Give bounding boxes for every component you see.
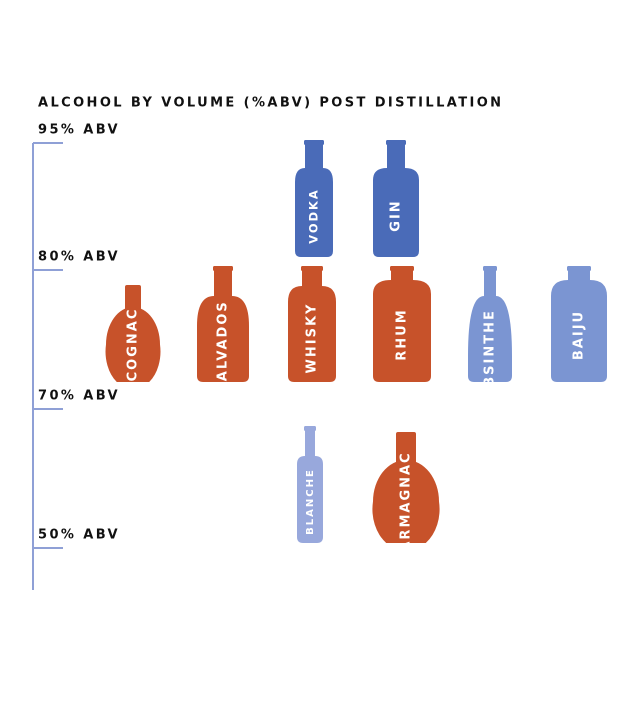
bottle-body — [373, 140, 419, 257]
bottle-cap — [304, 426, 316, 431]
bottle-label: ARMAGNAC — [399, 451, 414, 551]
title: ALCOHOL BY VOLUME (%ABV) POST DISTILLATI… — [38, 96, 503, 111]
bottle-body — [551, 266, 607, 382]
bottle-label: BLANCHE — [305, 468, 316, 535]
tier-label: 50% ABV — [38, 528, 120, 543]
bottle-cap — [301, 266, 323, 271]
bottle: RHUM — [373, 266, 431, 382]
bottle-cap — [567, 266, 591, 271]
bottle-body — [372, 460, 440, 543]
bottle-label: COGNAC — [126, 308, 141, 382]
bottle: BLANCHE — [297, 426, 323, 543]
bottle-body — [295, 140, 333, 257]
bottle: ABSINTHE — [468, 266, 512, 399]
tier-label: 95% ABV — [38, 123, 120, 138]
bottle-label: VODKA — [307, 188, 321, 243]
bottle: COGNAC — [105, 285, 161, 382]
bottle-neck — [125, 285, 141, 313]
bottle-cap — [304, 140, 324, 145]
bottle-cap — [213, 266, 233, 271]
bottle-label: RHUM — [395, 308, 410, 360]
bottle: BAIJU — [551, 266, 607, 382]
bottle: ARMAGNAC — [372, 432, 440, 552]
bottle-body — [373, 266, 431, 382]
bottle-cap — [386, 140, 406, 145]
bottle: CALVADOS — [197, 266, 249, 393]
bottle-label: BAIJU — [572, 310, 587, 360]
bottle-label: GIN — [389, 199, 404, 231]
bottle-body — [105, 307, 161, 382]
tier-label: 70% ABV — [38, 389, 120, 404]
tier-label: 80% ABV — [38, 250, 120, 265]
bottle: VODKA — [295, 140, 333, 257]
bottle-cap — [390, 266, 414, 271]
bottle-label: WHISKY — [305, 303, 320, 374]
bottle-body — [468, 266, 512, 382]
bottle-body — [288, 266, 336, 382]
bottle: WHISKY — [288, 266, 336, 382]
bottle-label: CALVADOS — [216, 300, 231, 393]
bottle-cap — [483, 266, 497, 271]
bottle-body — [197, 266, 249, 382]
bottle-body — [297, 426, 323, 543]
bottle: GIN — [373, 140, 419, 257]
bottle-neck — [396, 432, 416, 466]
bottle-label: ABSINTHE — [483, 309, 498, 399]
